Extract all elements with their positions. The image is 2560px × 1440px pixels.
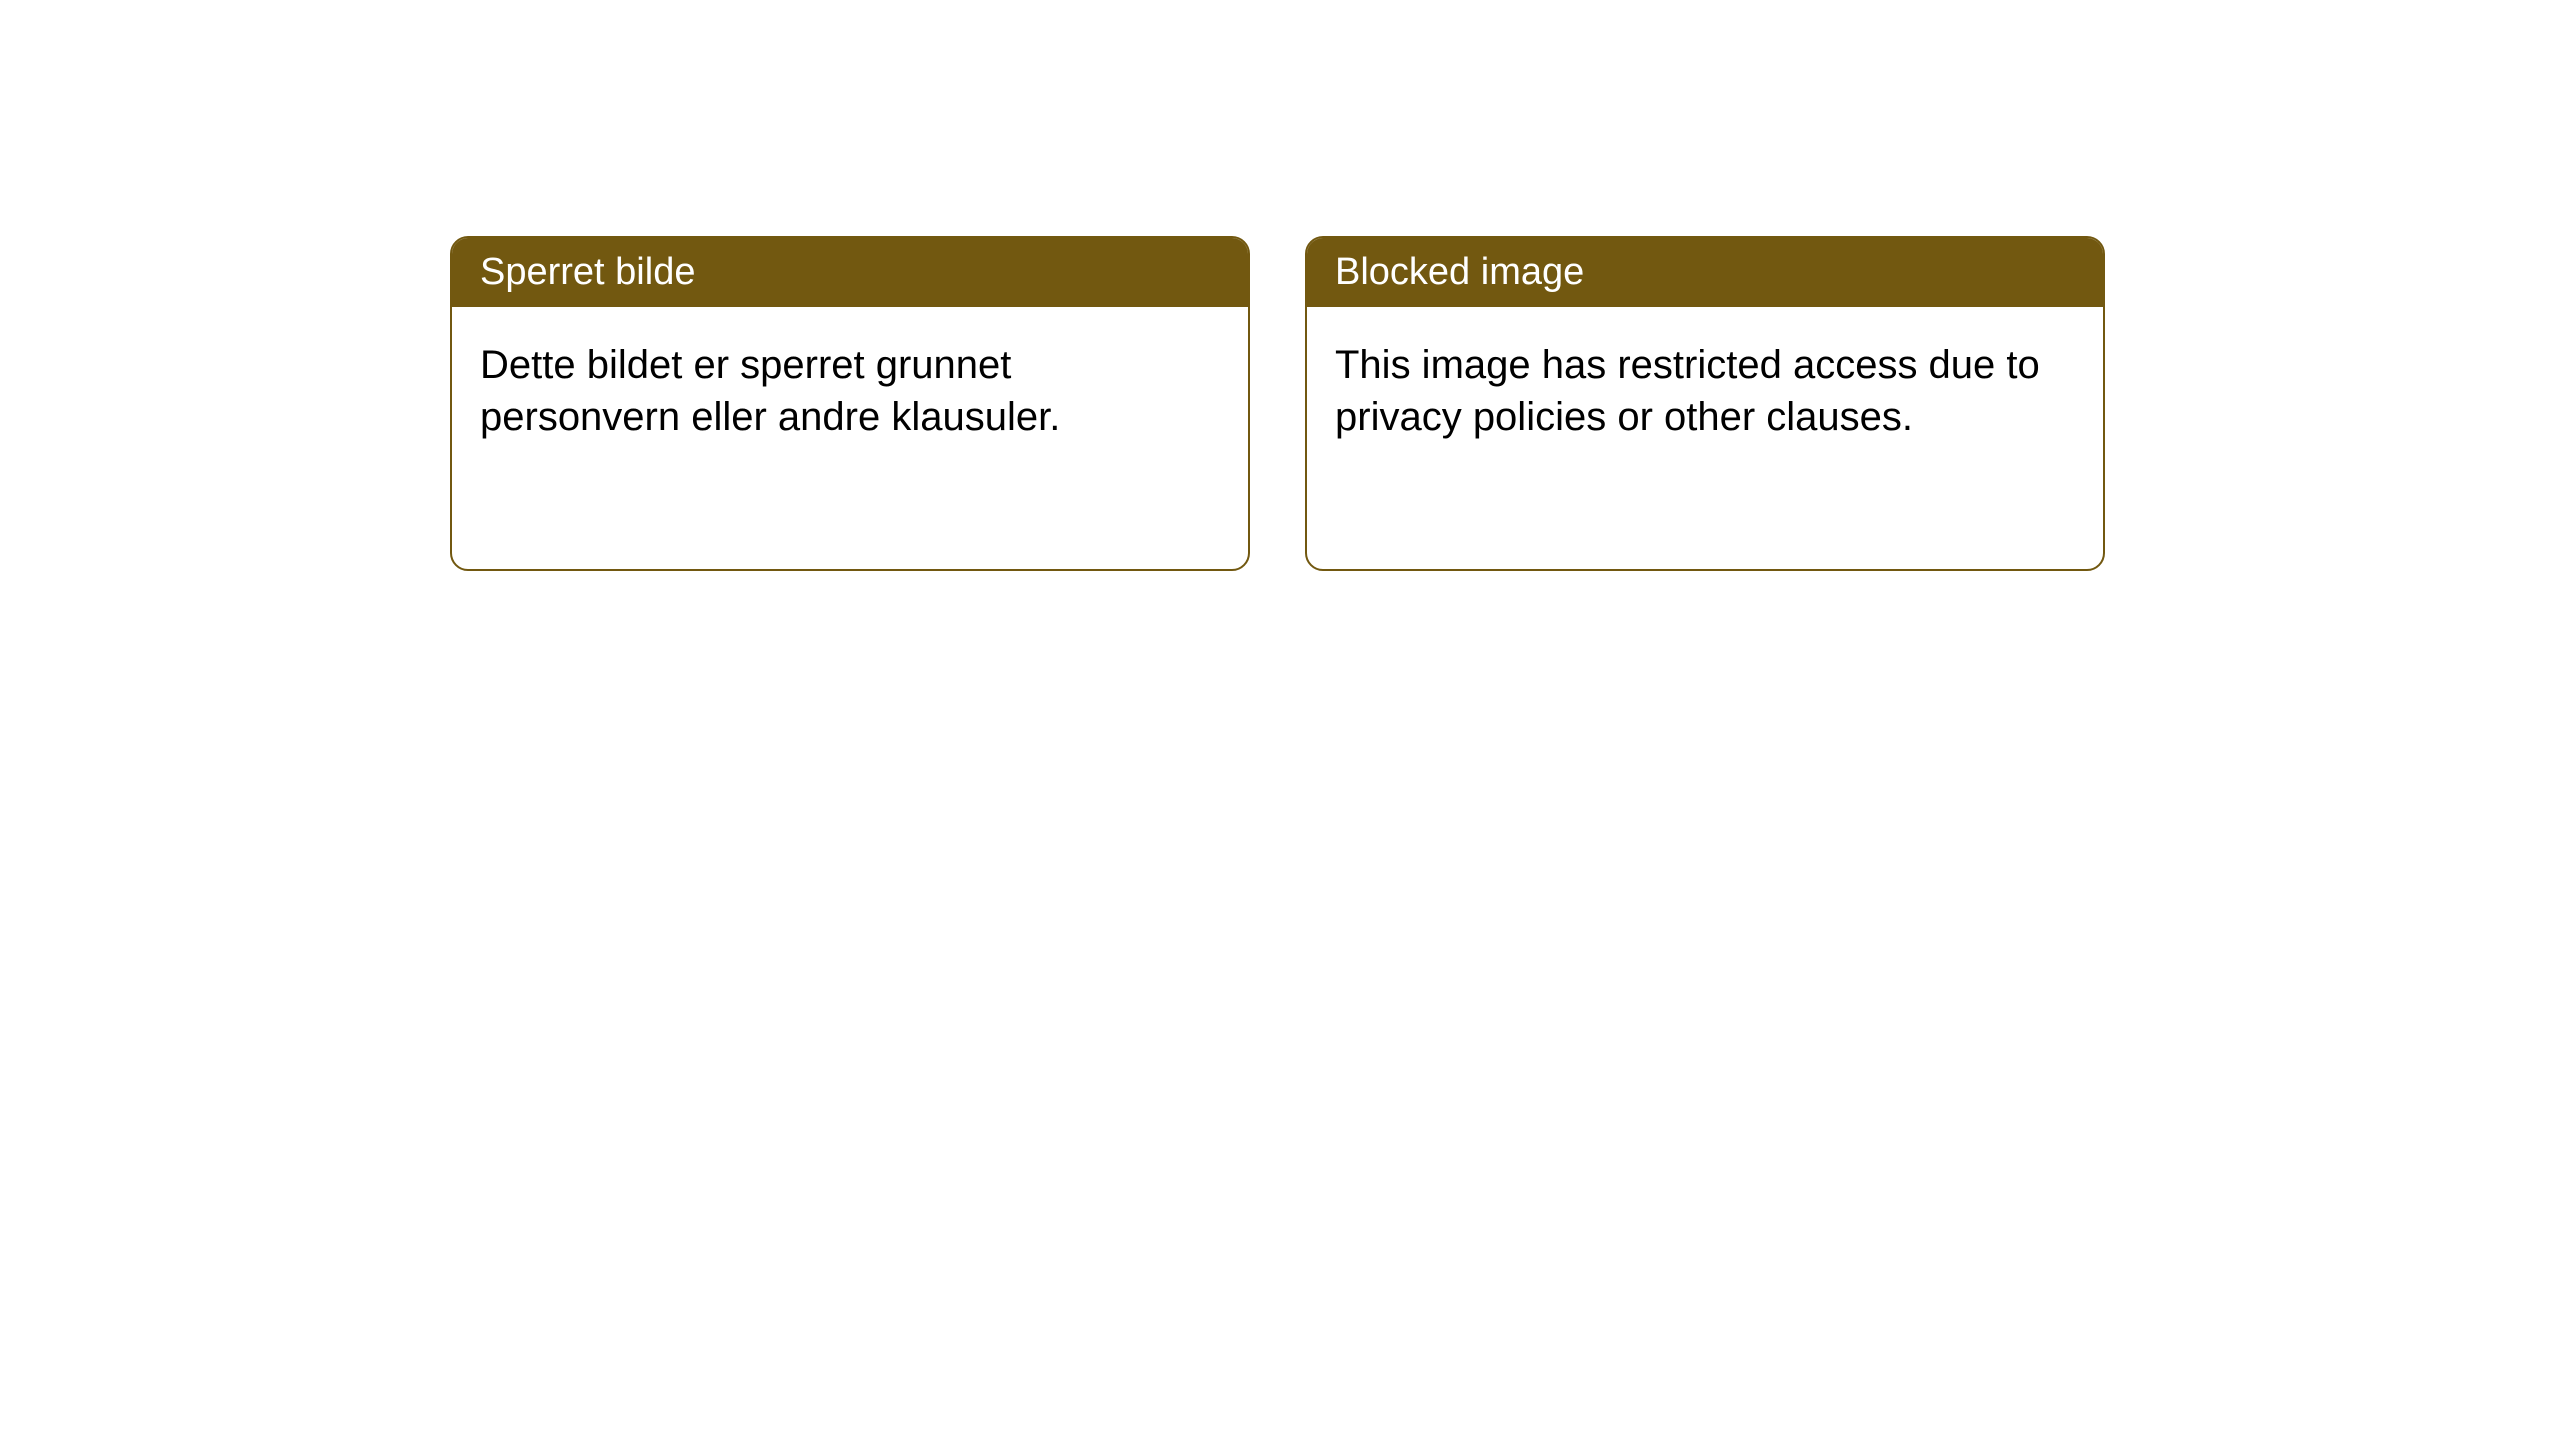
card-body-text: Dette bildet er sperret grunnet personve… <box>480 343 1060 439</box>
blocked-image-card-en: Blocked image This image has restricted … <box>1305 236 2105 571</box>
card-header: Blocked image <box>1307 238 2103 307</box>
card-header: Sperret bilde <box>452 238 1248 307</box>
card-body-text: This image has restricted access due to … <box>1335 343 2040 439</box>
card-body: Dette bildet er sperret grunnet personve… <box>452 307 1248 475</box>
card-body: This image has restricted access due to … <box>1307 307 2103 475</box>
cards-container: Sperret bilde Dette bildet er sperret gr… <box>450 236 2105 571</box>
card-title: Blocked image <box>1335 251 1584 293</box>
blocked-image-card-no: Sperret bilde Dette bildet er sperret gr… <box>450 236 1250 571</box>
card-title: Sperret bilde <box>480 251 695 293</box>
